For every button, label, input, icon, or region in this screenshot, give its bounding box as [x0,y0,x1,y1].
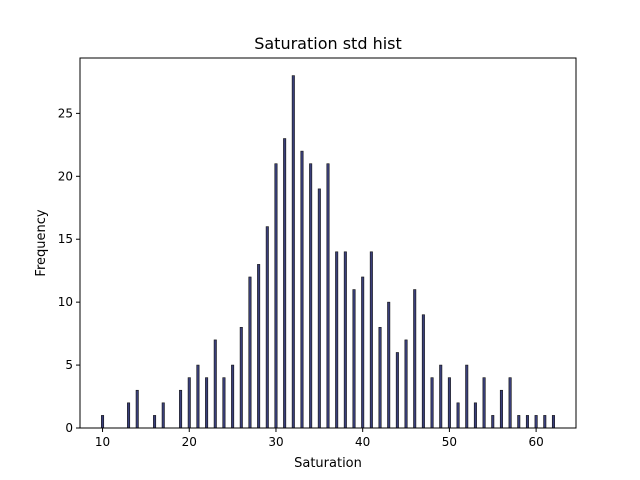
histogram-bar [265,226,269,429]
x-tick-label: 50 [442,435,457,449]
histogram-bar [205,377,209,429]
histogram-bar [326,163,330,429]
x-tick-label: 30 [268,435,283,449]
histogram-bar [309,163,313,429]
y-tick-label: 20 [58,169,73,183]
histogram-bar [387,301,391,429]
histogram-bar [352,289,356,429]
histogram-bar [499,389,503,429]
histogram-bar [291,75,295,429]
histogram-bar [101,415,105,429]
histogram-bar [361,276,365,429]
y-tick-label: 15 [58,232,73,246]
x-axis-ticks: 10 20 30 40 50 60 [95,428,544,449]
histogram-bar [222,377,226,429]
histogram-bar [239,327,243,429]
histogram-bar [335,251,339,429]
histogram-bar [534,415,538,429]
y-tick-label: 5 [65,358,73,372]
histogram-bar [421,314,425,429]
histogram-bar [491,415,495,429]
histogram-bar [343,251,347,429]
y-tick-label: 25 [58,106,73,120]
x-tick-label: 40 [355,435,370,449]
histogram-bar [369,251,373,429]
y-tick-label: 10 [58,295,73,309]
x-axis-label: Saturation [294,456,362,471]
histogram-bar [187,377,191,429]
histogram-bar [127,402,131,429]
histogram-bar [404,339,408,429]
histogram-bar [378,327,382,429]
histogram-bar [413,289,417,429]
x-tick-label: 10 [95,435,110,449]
histogram-bar [317,188,321,429]
histogram-bar [465,364,469,429]
histogram-bar [517,415,521,429]
histogram-bar [257,264,261,429]
histogram-bar [248,276,252,429]
histogram-bar [439,364,443,429]
histogram-bar [447,377,451,429]
histogram-bar [543,415,547,429]
histogram-bar [231,364,235,429]
histogram-bar [456,402,460,429]
histogram-bar [482,377,486,429]
histogram-bar [161,402,165,429]
histogram-bar [300,150,304,429]
histogram-bar [213,339,217,429]
histogram-bar [274,163,278,429]
bars-group [101,75,555,429]
x-tick-label: 60 [528,435,543,449]
histogram-bar [179,389,183,429]
histogram-bar [508,377,512,429]
x-tick-label: 20 [182,435,197,449]
histogram-bar [430,377,434,429]
histogram-bar [135,389,139,429]
chart-title: Saturation std hist [254,34,402,53]
y-axis-ticks: 0 5 10 15 20 25 [58,106,80,435]
histogram-bar [395,352,399,429]
histogram-bar [283,138,287,429]
y-axis-label: Frequency [34,209,49,276]
histogram-bar [196,364,200,429]
y-tick-label: 0 [65,421,73,435]
histogram-bar [473,402,477,429]
histogram-bar [153,415,157,429]
histogram-bar [551,415,555,429]
plot-frame [79,57,577,429]
histogram-bar [525,415,529,429]
